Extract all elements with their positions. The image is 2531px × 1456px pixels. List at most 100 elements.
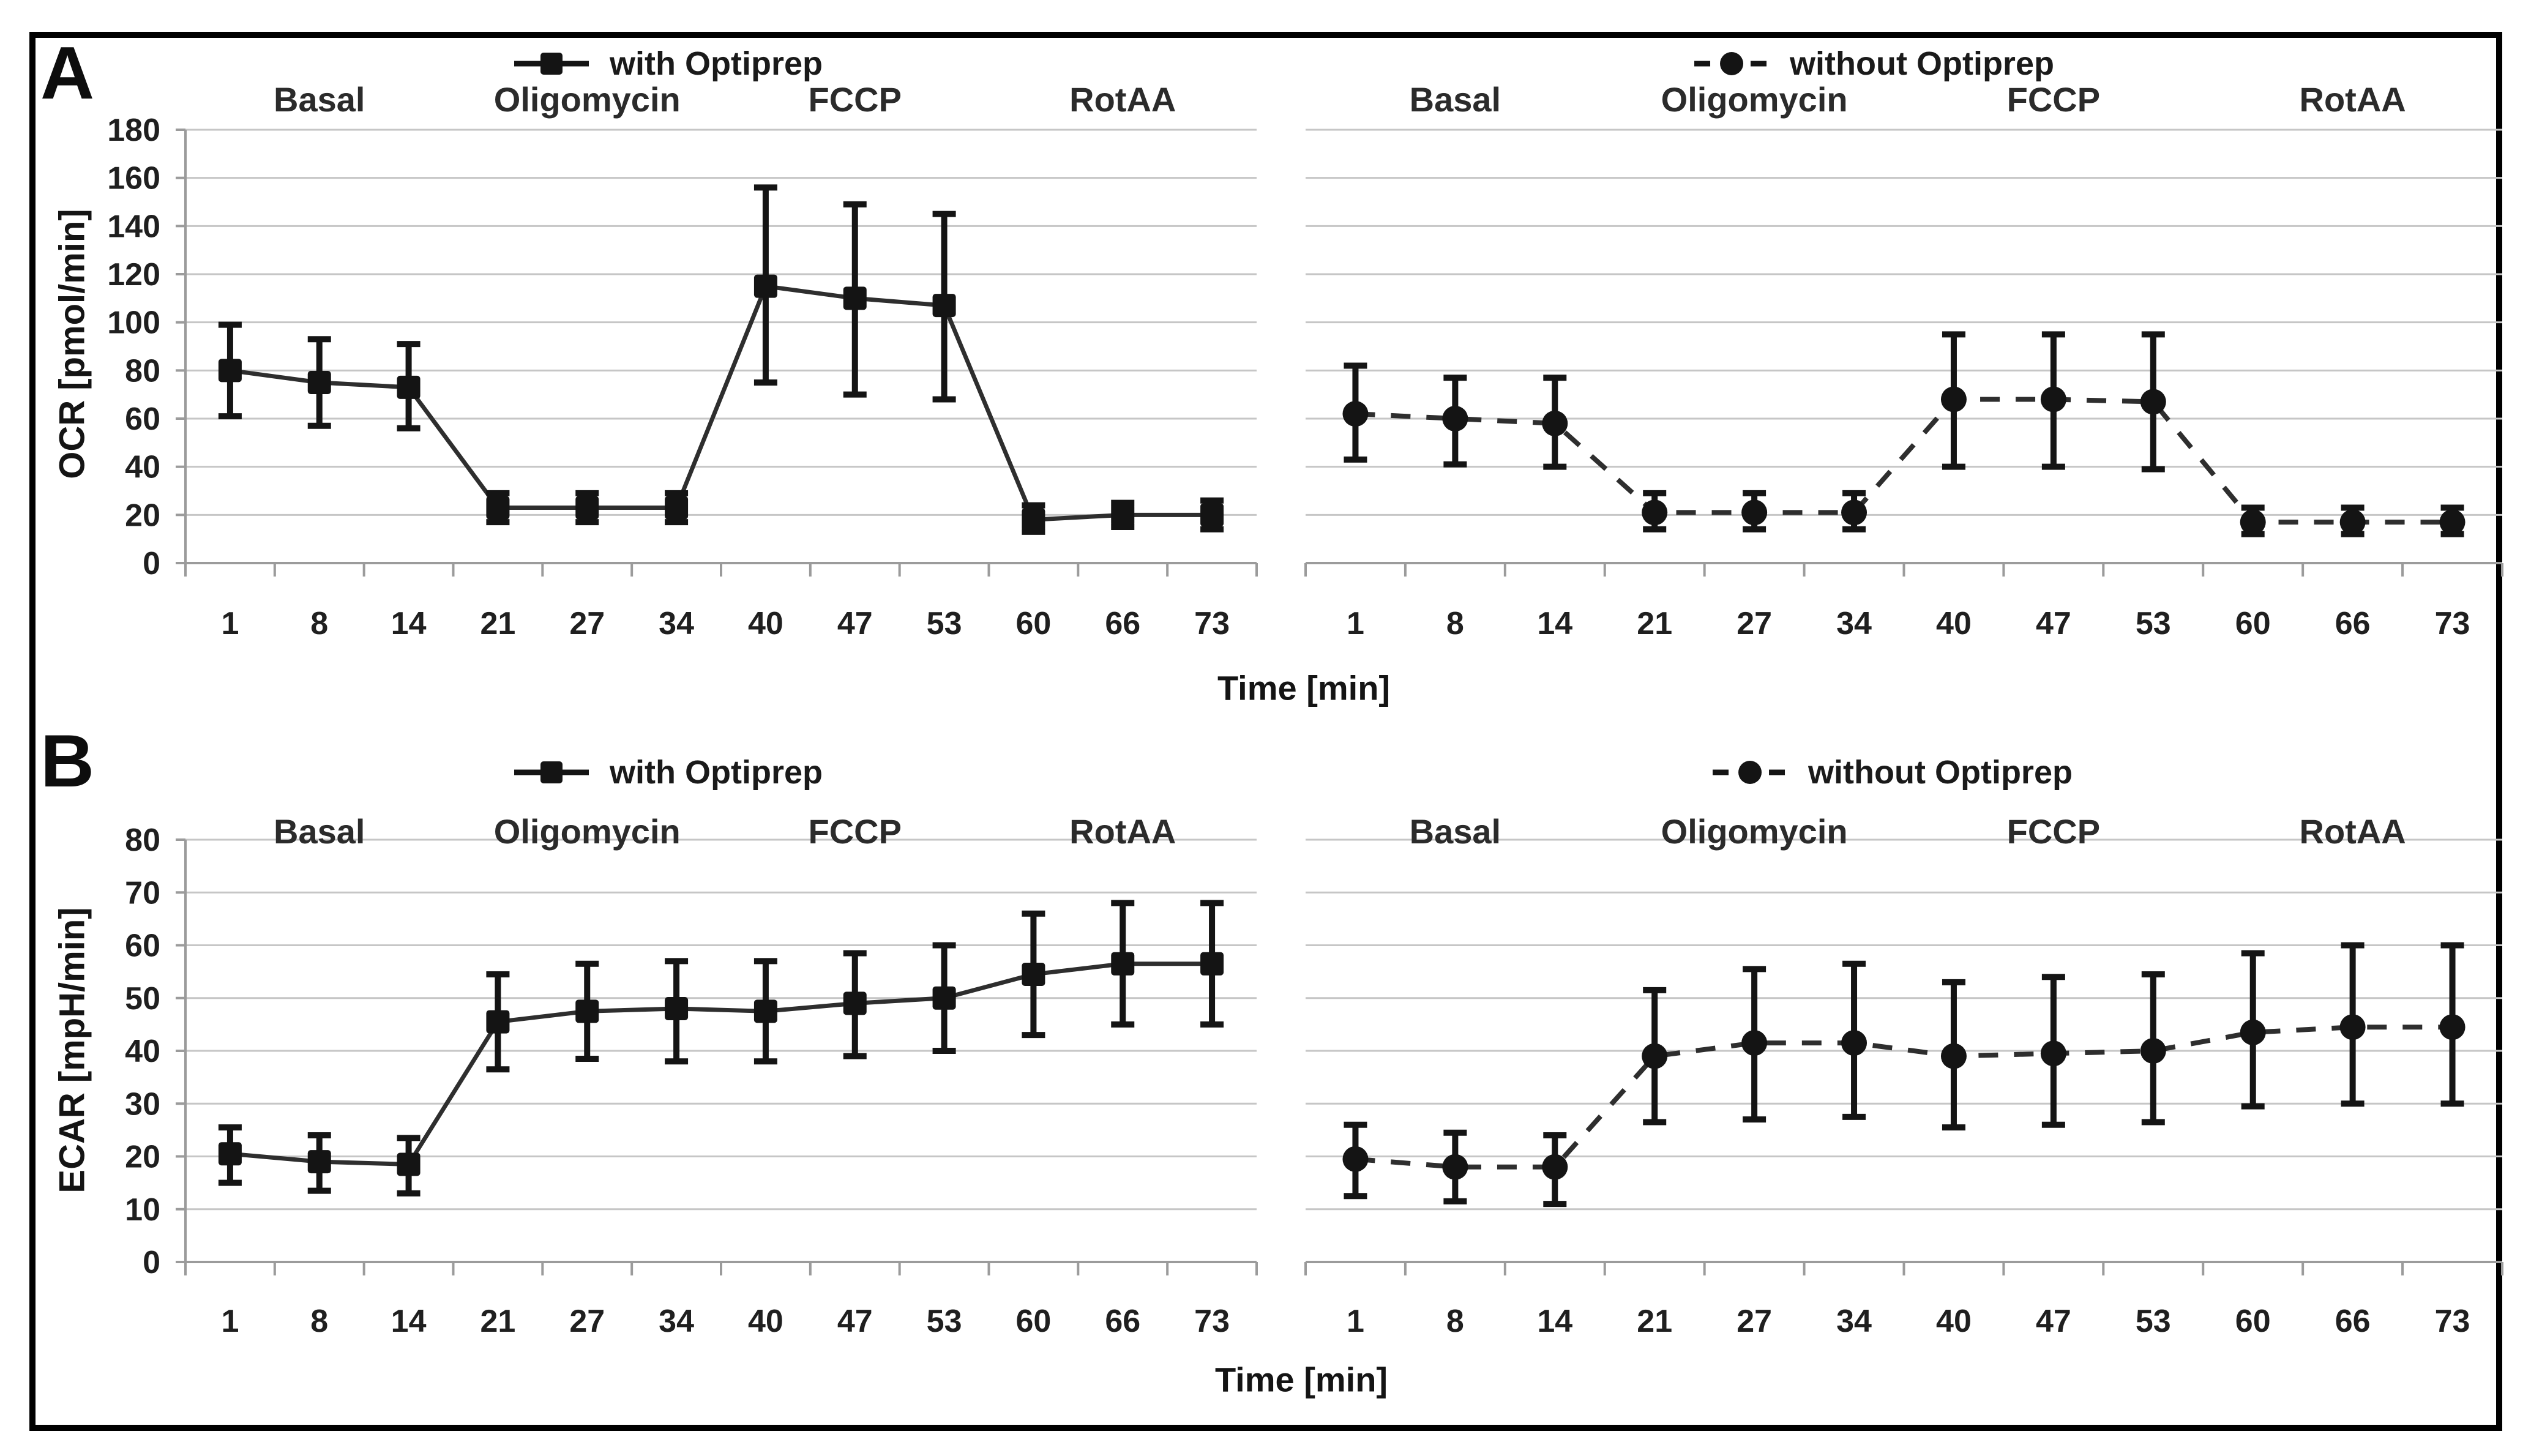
data-point (753, 274, 777, 298)
data-point (575, 999, 599, 1023)
panel-b-time-axis-label: Time [min] (1214, 1360, 1388, 1399)
data-point (1342, 401, 1369, 427)
data-point (1111, 952, 1135, 976)
x-tick-label: 40 (1936, 1304, 1972, 1339)
ocr-axis-title: OCR [pmol/min] (52, 209, 92, 479)
data-point (665, 496, 689, 520)
x-tick-label: 53 (927, 606, 962, 641)
phase-label: Oligomycin (1661, 812, 1848, 851)
x-tick-label: 14 (391, 1304, 427, 1339)
x-tick-label: 14 (391, 606, 427, 641)
x-tick-label: 47 (2036, 606, 2071, 641)
x-tick-label: 53 (2136, 606, 2171, 641)
x-tick-label: 53 (927, 1304, 962, 1339)
phase-label: FCCP (2007, 812, 2100, 851)
legend-marker-glyph (514, 53, 589, 75)
chart-ocr-without-optiprep: 1 8 14 21 27 34 40 47 53 60 66 73 Basal Oligomycin FCC… (1304, 80, 2503, 641)
x-tick-label: 73 (1194, 606, 1230, 641)
phase-label: Oligomycin (1661, 80, 1848, 119)
data-point (2040, 1040, 2066, 1067)
phase-label: RotAA (1069, 812, 1176, 851)
data-point (1841, 499, 1867, 526)
x-tick-label: 60 (1015, 606, 1051, 641)
data-point (932, 986, 956, 1010)
x-tick-label: 60 (2235, 1304, 2271, 1339)
phase-label: RotAA (2300, 812, 2406, 851)
phase-label: FCCP (2007, 80, 2100, 119)
legend-label: with Optiprep (610, 45, 823, 82)
x-tick-label: 21 (1637, 606, 1672, 641)
data-point (2240, 1019, 2266, 1045)
data-point (307, 1150, 331, 1174)
legend-ecar-with-optiprep: with Optiprep (512, 753, 823, 791)
chart-ecar-with-optiprep: 0 10 20 30 40 50 60 70 80 1 8 14 21 27 34 40 47 53 60 66 73 B… (125, 812, 1258, 1339)
data-point (1111, 503, 1135, 527)
x-tick-label: 14 (1537, 606, 1572, 641)
data-point (1642, 1043, 1668, 1069)
data-point (486, 496, 510, 520)
legend-circle (1720, 52, 1744, 75)
series-line (1355, 1025, 2453, 1170)
x-tick-label: 53 (2136, 1304, 2171, 1339)
data-point (1741, 499, 1768, 526)
x-tick-label: 40 (748, 1304, 783, 1339)
y-tick-label: 30 (125, 1086, 160, 1122)
data-point (575, 496, 599, 520)
legend-marker-glyph (1713, 761, 1788, 784)
phase-label: FCCP (809, 80, 902, 119)
data-point (486, 1010, 510, 1034)
y-tick-label: 180 (107, 113, 160, 148)
y-tick-label: 80 (125, 353, 160, 389)
data-point (2140, 1038, 2166, 1064)
y-tick-label: 120 (107, 257, 160, 293)
x-tick-label: 66 (1105, 606, 1140, 641)
data-point (307, 371, 331, 394)
x-tick-label: 40 (748, 606, 783, 641)
data-point (843, 991, 867, 1015)
x-tick-label: 1 (221, 1304, 239, 1339)
ecar-axis-title: ECAR [mpH/min] (52, 907, 92, 1193)
x-tick-label: 1 (1347, 606, 1364, 641)
data-point (1841, 1030, 1867, 1056)
x-tick-label: 8 (310, 1304, 328, 1339)
x-tick-label: 27 (569, 1304, 605, 1339)
dashed-circle-legend-marker-icon (1710, 758, 1790, 787)
data-point (2240, 509, 2266, 536)
data-point (2339, 509, 2366, 536)
y-tick-label: 140 (107, 209, 160, 244)
data-point (1642, 499, 1668, 526)
legend-circle (1738, 761, 1762, 784)
x-tick-label: 14 (1537, 1304, 1572, 1339)
legend-label: with Optiprep (610, 754, 823, 791)
x-tick-label: 27 (569, 606, 605, 641)
figure-border (29, 32, 2502, 1431)
phase-label: Oligomycin (494, 812, 681, 851)
x-tick-label: 1 (1347, 1304, 1364, 1339)
data-point (932, 294, 956, 318)
y-tick-label: 60 (125, 401, 160, 437)
x-tick-label: 47 (837, 1304, 873, 1339)
x-tick-label: 47 (2036, 1304, 2071, 1339)
y-tick-label: 80 (125, 823, 160, 858)
data-point (753, 999, 777, 1023)
data-point (1542, 410, 1568, 436)
data-point (1022, 508, 1045, 532)
data-point (1200, 952, 1224, 976)
x-tick-label: 8 (1446, 1304, 1464, 1339)
y-tick-label: 50 (125, 981, 160, 1017)
x-tick-label: 60 (2235, 606, 2271, 641)
x-tick-label: 34 (1836, 606, 1872, 641)
y-tick-label: 10 (125, 1192, 160, 1228)
x-tick-label: 66 (1105, 1304, 1140, 1339)
data-point (2439, 1014, 2466, 1040)
legend-marker-glyph (1694, 52, 1770, 75)
data-point (218, 359, 242, 383)
panel-a-time-axis-label: Time [min] (1217, 668, 1391, 707)
y-tick-label: 100 (107, 305, 160, 341)
data-point (843, 286, 867, 310)
series-line (1355, 397, 2453, 525)
data-point (1940, 1043, 1967, 1069)
data-point (1442, 406, 1468, 431)
legend-square (540, 761, 563, 783)
